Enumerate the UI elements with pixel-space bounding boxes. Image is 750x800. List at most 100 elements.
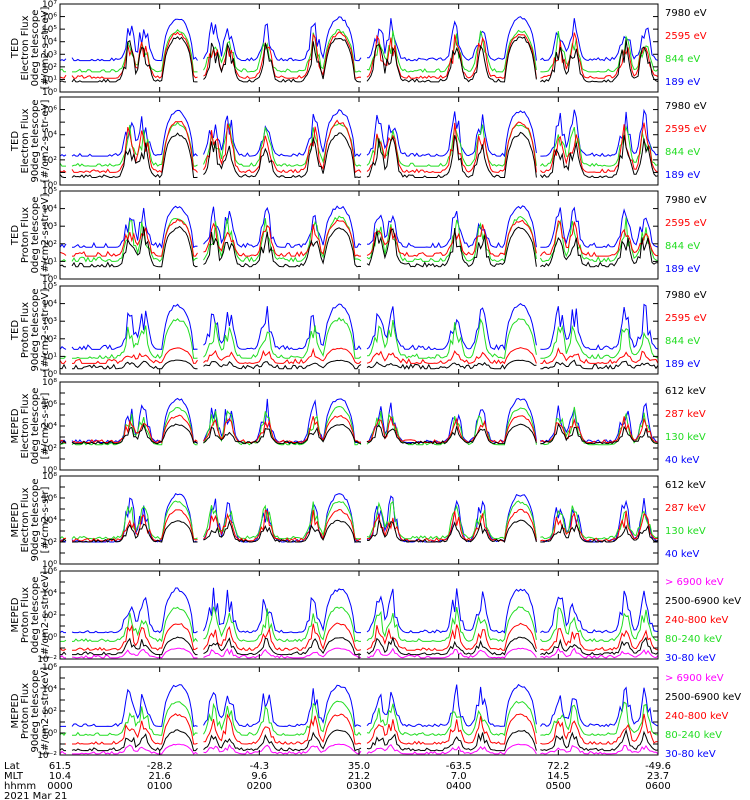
y-tick-label: 10⁵ xyxy=(42,282,57,292)
x-axis-value: 0300 xyxy=(346,781,371,792)
y-axis-label: TEDElectron Flux90deg telescope[#/cm2-s-… xyxy=(10,99,51,182)
x-axis-value: 0400 xyxy=(446,781,471,792)
series-blue-7 xyxy=(59,587,659,634)
legend-entry: 287 keV xyxy=(665,409,706,420)
y-tick-label: 10⁰ xyxy=(42,275,57,285)
y-tick-label: 10⁶ xyxy=(42,106,57,116)
plot-frame xyxy=(59,570,659,660)
legend-entry: 2595 eV xyxy=(665,313,707,324)
series-black-2 xyxy=(59,131,659,179)
y-axis-label: TEDElectron Flux0deg telescope[#/cm2-s-s… xyxy=(10,7,51,90)
legend-entry: > 6900 keV xyxy=(665,673,724,684)
series-red-3 xyxy=(59,218,659,258)
y-tick-label: 10⁴ xyxy=(42,422,57,432)
y-tick-label: 10⁰ xyxy=(42,181,57,191)
y-tick-label: 10⁶ xyxy=(42,663,57,673)
y-tick-label: 10² xyxy=(42,538,57,548)
date-label: 2021 Mar 21 xyxy=(4,791,67,800)
legend-entry: 612 keV xyxy=(665,480,706,491)
y-tick-label: 10⁷ xyxy=(42,0,57,10)
legend-entry: 2500-6900 keV xyxy=(665,692,741,703)
legend-entry: 844 eV xyxy=(665,241,700,252)
y-tick-label: 10² xyxy=(42,335,57,345)
y-tick-label: 10⁸ xyxy=(42,472,57,482)
y-tick-label: 10⁵ xyxy=(42,187,57,197)
y-tick-label: 10⁶ xyxy=(42,567,57,577)
legend-entry: 40 keV xyxy=(665,549,699,560)
series-black-5 xyxy=(59,423,659,445)
series-green-4 xyxy=(60,317,659,359)
y-tick-label: 10⁴ xyxy=(42,300,57,310)
legend-entry: 844 eV xyxy=(665,147,700,158)
series-black-1 xyxy=(59,36,659,83)
x-axis-value: -63.5 xyxy=(446,761,472,772)
y-tick-label: 10¹ xyxy=(42,75,57,85)
plot-frame xyxy=(59,285,659,375)
y-tick-label: 10⁰ xyxy=(42,560,57,570)
legend-entry: 40 keV xyxy=(665,455,699,466)
y-axis-label: MEPEDElectron Flux90deg telescope[#/cm2-… xyxy=(10,478,51,561)
series-black-8 xyxy=(59,728,659,752)
legend-entry: 7980 eV xyxy=(665,101,707,112)
y-tick-label: 10¹ xyxy=(42,257,57,267)
legend-entry: 844 eV xyxy=(665,336,700,347)
x-axis-value: 0200 xyxy=(247,781,272,792)
y-tick-label: 10⁻² xyxy=(37,655,57,665)
x-axis-value: 0500 xyxy=(546,781,571,792)
y-axis-label: MEPEDElectron Flux0deg telescope[#/cm2-s… xyxy=(10,388,51,465)
y-tick-label: 10⁰ xyxy=(42,466,57,476)
legend-entry: 2595 eV xyxy=(665,218,707,229)
y-tick-label: 10⁶ xyxy=(42,13,57,23)
legend-entry: 2595 eV xyxy=(665,31,707,42)
x-axis-value: 35.0 xyxy=(348,761,370,772)
y-tick-label: 10⁰ xyxy=(42,633,57,643)
legend-entry: 7980 eV xyxy=(665,195,707,206)
legend-entry: 80-240 keV xyxy=(665,634,722,645)
y-tick-label: 10² xyxy=(42,707,57,717)
y-axis-label: MEPEDProton Flux0deg telescope[#/cm2-s-s… xyxy=(10,571,51,659)
series-magenta-8 xyxy=(59,743,659,755)
series-black-3 xyxy=(59,225,659,268)
x-axis-value: 9.6 xyxy=(251,771,267,782)
legend-entry: 189 eV xyxy=(665,170,700,181)
legend-entry: > 6900 keV xyxy=(665,577,724,588)
y-tick-label: 10⁴ xyxy=(42,205,57,215)
plot-frame xyxy=(59,666,659,756)
series-green-7 xyxy=(60,606,659,643)
series-green-5 xyxy=(59,405,659,446)
legend-entry: 240-800 keV xyxy=(665,615,729,626)
x-axis-value: -28.2 xyxy=(147,761,173,772)
legend-entry: 2595 eV xyxy=(665,124,707,135)
legend-entry: 189 eV xyxy=(665,77,700,88)
series-black-6 xyxy=(60,519,659,543)
x-axis-row-label: MLT xyxy=(4,771,24,782)
y-tick-label: 10³ xyxy=(42,50,57,60)
legend-entry: 189 eV xyxy=(665,264,700,275)
x-axis-row-label: Lat xyxy=(4,761,20,772)
y-axis-label: TEDProton Flux0deg telescope[#/cm2-s-str… xyxy=(10,194,51,277)
x-axis-value: 10.4 xyxy=(49,771,71,782)
y-tick-label: 10⁵ xyxy=(42,25,57,35)
legend-entry: 612 keV xyxy=(665,386,706,397)
x-axis-value: 14.5 xyxy=(547,771,569,782)
y-tick-label: 10⁰ xyxy=(42,729,57,739)
x-axis-value: 0000 xyxy=(47,781,72,792)
plot-frame xyxy=(59,475,659,565)
y-tick-label: 10⁴ xyxy=(42,516,57,526)
legend-entry: 189 eV xyxy=(665,359,700,370)
x-axis-value: 21.2 xyxy=(348,771,370,782)
x-axis-value: -49.6 xyxy=(645,761,671,772)
x-axis-value: 61.5 xyxy=(49,761,71,772)
y-tick-label: 10⁶ xyxy=(42,400,57,410)
y-tick-label: 10³ xyxy=(42,317,57,327)
series-red-5 xyxy=(59,414,659,444)
series-blue-1 xyxy=(59,16,659,62)
